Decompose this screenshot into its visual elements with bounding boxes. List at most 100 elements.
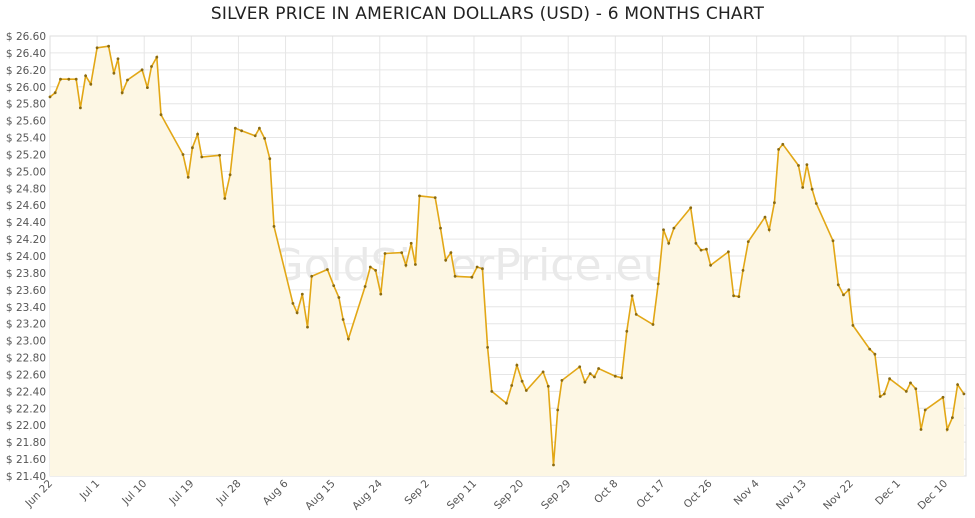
data-point — [218, 153, 222, 157]
data-point — [842, 293, 845, 297]
data-point — [868, 347, 872, 351]
data-point — [814, 202, 818, 205]
data-point — [597, 367, 600, 370]
data-point — [593, 375, 596, 379]
data-point — [233, 126, 237, 130]
y-tick-label: $ 24.60 — [6, 200, 46, 212]
data-point — [404, 263, 408, 267]
data-point — [258, 126, 261, 130]
y-tick-label: $ 24.80 — [6, 183, 46, 195]
data-point — [767, 228, 771, 232]
data-point — [510, 384, 514, 387]
series-area-fill — [50, 46, 964, 476]
data-point — [48, 95, 52, 99]
data-point — [727, 250, 730, 254]
data-point — [300, 292, 304, 296]
data-point — [310, 274, 314, 278]
data-point — [107, 44, 110, 48]
data-point — [379, 292, 383, 296]
data-point — [490, 390, 494, 393]
data-point — [923, 408, 927, 412]
data-point — [878, 395, 882, 398]
data-point — [699, 248, 703, 252]
data-point — [888, 377, 891, 381]
x-tick-label: Oct 17 — [634, 478, 667, 511]
data-point — [240, 129, 244, 133]
data-point — [882, 392, 886, 396]
y-tick-label: $ 21.80 — [6, 437, 46, 449]
data-point — [363, 285, 367, 288]
data-point — [374, 269, 377, 272]
data-point — [418, 194, 421, 198]
data-point — [400, 251, 404, 255]
data-point — [941, 395, 945, 399]
data-point — [625, 329, 629, 333]
x-tick-label: Oct 26 — [682, 477, 715, 510]
x-tick-label: Nov 13 — [774, 478, 809, 513]
data-point — [909, 381, 912, 385]
data-point — [951, 416, 954, 419]
data-point — [873, 352, 877, 356]
y-tick-label: $ 25.40 — [6, 133, 46, 145]
data-point — [777, 148, 780, 151]
y-tick-label: $ 24.40 — [6, 217, 46, 229]
data-point — [146, 86, 149, 89]
data-point — [196, 132, 200, 136]
data-point — [59, 77, 62, 81]
data-point — [481, 267, 484, 271]
data-point — [186, 175, 190, 179]
data-point — [515, 363, 519, 367]
x-tick-label: Jul 28 — [214, 478, 244, 508]
y-tick-label: $ 22.40 — [6, 386, 46, 398]
data-point — [126, 78, 129, 82]
data-point — [181, 153, 185, 156]
x-tick-label: Dec 10 — [916, 478, 951, 513]
y-tick-label: $ 21.40 — [6, 471, 46, 483]
data-point — [552, 463, 555, 467]
x-tick-label: Sep 20 — [492, 478, 526, 512]
data-point — [634, 313, 638, 316]
data-point — [962, 392, 966, 396]
y-tick-label: $ 26.00 — [6, 82, 46, 94]
data-points — [48, 44, 966, 467]
y-axis-ticks: $ 21.40 $ 21.60 $ 21.80 $ 22.00 $ 22.20 $ 22.… — [6, 31, 46, 483]
data-point — [831, 239, 835, 243]
data-point — [956, 383, 959, 386]
data-point — [433, 196, 437, 200]
data-point — [810, 187, 814, 191]
data-point — [520, 379, 524, 383]
y-tick-label: $ 26.40 — [6, 48, 46, 60]
x-tick-label: Nov 4 — [732, 477, 762, 507]
data-point — [95, 46, 99, 50]
y-tick-label: $ 25.60 — [6, 116, 46, 128]
data-point — [541, 370, 545, 374]
y-tick-label: $ 26.20 — [6, 65, 46, 77]
y-tick-label: $ 25.20 — [6, 149, 46, 161]
data-point — [904, 390, 908, 393]
x-tick-label: Aug 6 — [261, 477, 291, 507]
data-point — [662, 228, 665, 232]
data-point — [306, 325, 309, 329]
x-tick-label: Oct 8 — [592, 478, 620, 506]
chart-title: SILVER PRICE IN AMERICAN DOLLARS (USD) -… — [210, 4, 765, 24]
y-tick-label: $ 25.80 — [6, 99, 46, 111]
y-tick-label: $ 24.20 — [6, 234, 46, 246]
data-point — [524, 389, 528, 392]
y-tick-label: $ 25.00 — [6, 166, 46, 178]
x-tick-label: Aug 24 — [350, 477, 385, 512]
data-point — [656, 282, 660, 286]
data-point — [200, 155, 204, 159]
x-tick-label: Dec 1 — [873, 478, 903, 508]
data-point — [155, 55, 159, 59]
x-tick-label: Jul 19 — [166, 478, 196, 508]
data-point — [409, 241, 413, 245]
data-point — [705, 247, 708, 251]
data-point — [341, 318, 345, 321]
data-point — [368, 265, 372, 269]
y-tick-label: $ 24.00 — [6, 251, 46, 263]
data-point — [79, 106, 82, 110]
data-point — [556, 408, 560, 412]
y-tick-label: $ 26.60 — [6, 31, 46, 43]
data-point — [588, 372, 592, 375]
